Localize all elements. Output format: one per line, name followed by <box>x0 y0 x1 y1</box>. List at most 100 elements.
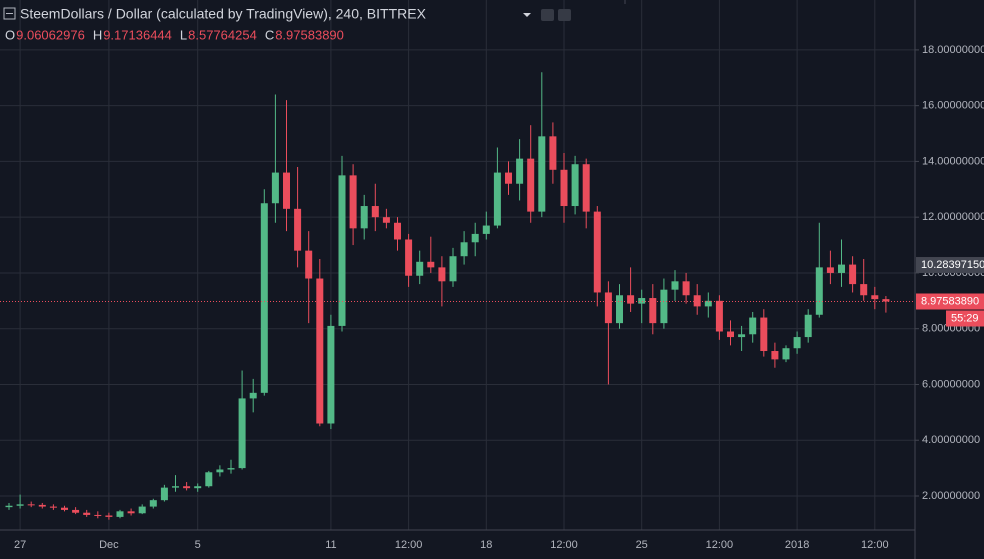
candle-body <box>138 506 146 514</box>
y-tick-label: 16.00000000 <box>922 100 984 112</box>
candle-body <box>793 337 801 349</box>
hide-button[interactable] <box>558 9 571 21</box>
candle-body <box>427 261 435 268</box>
y-tick-label: 2.00000000 <box>922 490 980 502</box>
countdown-label: 55:29 <box>951 312 979 324</box>
legend-key: L <box>180 27 187 42</box>
x-tick-label: 2018 <box>785 539 809 551</box>
candle-body <box>660 289 668 324</box>
price-axis: 2.000000004.000000006.000000008.00000000… <box>915 44 984 502</box>
candle-body <box>349 175 357 229</box>
candle-body <box>593 211 601 293</box>
marker-price-label: 10.28397150 <box>921 259 984 271</box>
candle-body <box>449 256 457 282</box>
candle-body <box>693 295 701 307</box>
candle-body <box>249 392 257 399</box>
candle-body <box>283 172 290 209</box>
candle-body <box>704 300 712 307</box>
candle-body <box>49 506 57 508</box>
ohlc-legend: O 9.06062976 H 9.17136444 L 8.57764254 C 8.9758… <box>5 27 344 42</box>
candle-body <box>382 217 390 223</box>
y-tick-label: 18.00000000 <box>922 44 984 56</box>
candle-body <box>338 175 346 326</box>
candle-body <box>671 281 679 290</box>
candle-body <box>760 317 768 352</box>
candle-body <box>638 298 646 304</box>
candle-body <box>160 487 168 501</box>
candle-body <box>183 486 191 489</box>
candle-body <box>305 250 313 279</box>
candle-body <box>782 348 790 360</box>
candle-body <box>627 295 635 304</box>
legend-value: 8.57764254 <box>188 27 257 42</box>
collapse-icon[interactable] <box>3 7 16 20</box>
candle-body <box>493 172 501 226</box>
x-tick-label: 12:00 <box>706 539 734 551</box>
candle-body <box>460 242 468 257</box>
candle-body <box>38 504 46 507</box>
x-tick-label: 5 <box>195 539 201 551</box>
candle-body <box>838 264 845 273</box>
candle-body <box>804 314 812 338</box>
candle-body <box>516 158 524 184</box>
candle-body <box>482 225 490 234</box>
candle-body <box>238 398 246 469</box>
candle-body <box>649 298 657 324</box>
candle-body <box>205 472 213 487</box>
last-price-label: 8.97583890 <box>921 295 979 307</box>
symbol-dropdown[interactable] <box>523 13 531 17</box>
legend-key: O <box>5 27 15 42</box>
countdown-tag <box>946 310 984 327</box>
candle-body <box>771 351 779 360</box>
marker-price-tag <box>916 257 984 274</box>
y-tick-label: 4.00000000 <box>922 434 980 446</box>
x-tick-label: 12:00 <box>861 539 889 551</box>
candle-body <box>549 136 557 170</box>
candle-body <box>582 164 590 212</box>
candle-body <box>882 299 890 302</box>
x-tick-label: 12:00 <box>395 539 423 551</box>
candle-body <box>16 504 24 506</box>
candle-body <box>360 206 368 229</box>
candle-body <box>371 206 379 218</box>
legend-key: C <box>265 27 274 42</box>
y-tick-label: 6.00000000 <box>922 378 980 390</box>
candle-body <box>438 267 446 282</box>
candle-body <box>94 514 102 516</box>
y-tick-label: 12.00000000 <box>922 211 984 223</box>
candle-body <box>749 317 757 335</box>
candle-body <box>72 509 80 513</box>
candle-body <box>682 281 690 296</box>
candle-body <box>394 222 401 240</box>
candle-body <box>172 486 179 488</box>
x-tick-label: 25 <box>636 539 648 551</box>
candle-body <box>849 264 857 285</box>
candle-body <box>571 164 579 207</box>
candle-body <box>416 261 424 276</box>
candle-body <box>294 208 302 251</box>
candle-body <box>105 515 113 517</box>
legend-value: 8.97583890 <box>275 27 344 42</box>
last-price-tag <box>916 293 984 310</box>
candles <box>5 72 890 520</box>
x-tick-label: Dec <box>99 539 119 551</box>
candle-body <box>560 169 568 207</box>
candle-body <box>316 278 324 424</box>
y-tick-label: 14.00000000 <box>922 155 984 167</box>
settings-button[interactable] <box>541 9 554 21</box>
candle-body <box>260 203 268 393</box>
candle-body <box>116 511 124 517</box>
x-tick-label: 18 <box>480 539 492 551</box>
x-tick-label: 12:00 <box>550 539 578 551</box>
candle-body <box>871 295 879 300</box>
candle-body <box>727 331 734 338</box>
candle-body <box>27 504 35 506</box>
candle-body <box>527 158 535 212</box>
candle-body <box>738 334 746 338</box>
x-tick-label: 27 <box>14 539 26 551</box>
candle-body <box>216 469 224 473</box>
candle-body <box>327 325 335 424</box>
candle-body <box>860 284 868 296</box>
candle-body <box>471 233 479 243</box>
